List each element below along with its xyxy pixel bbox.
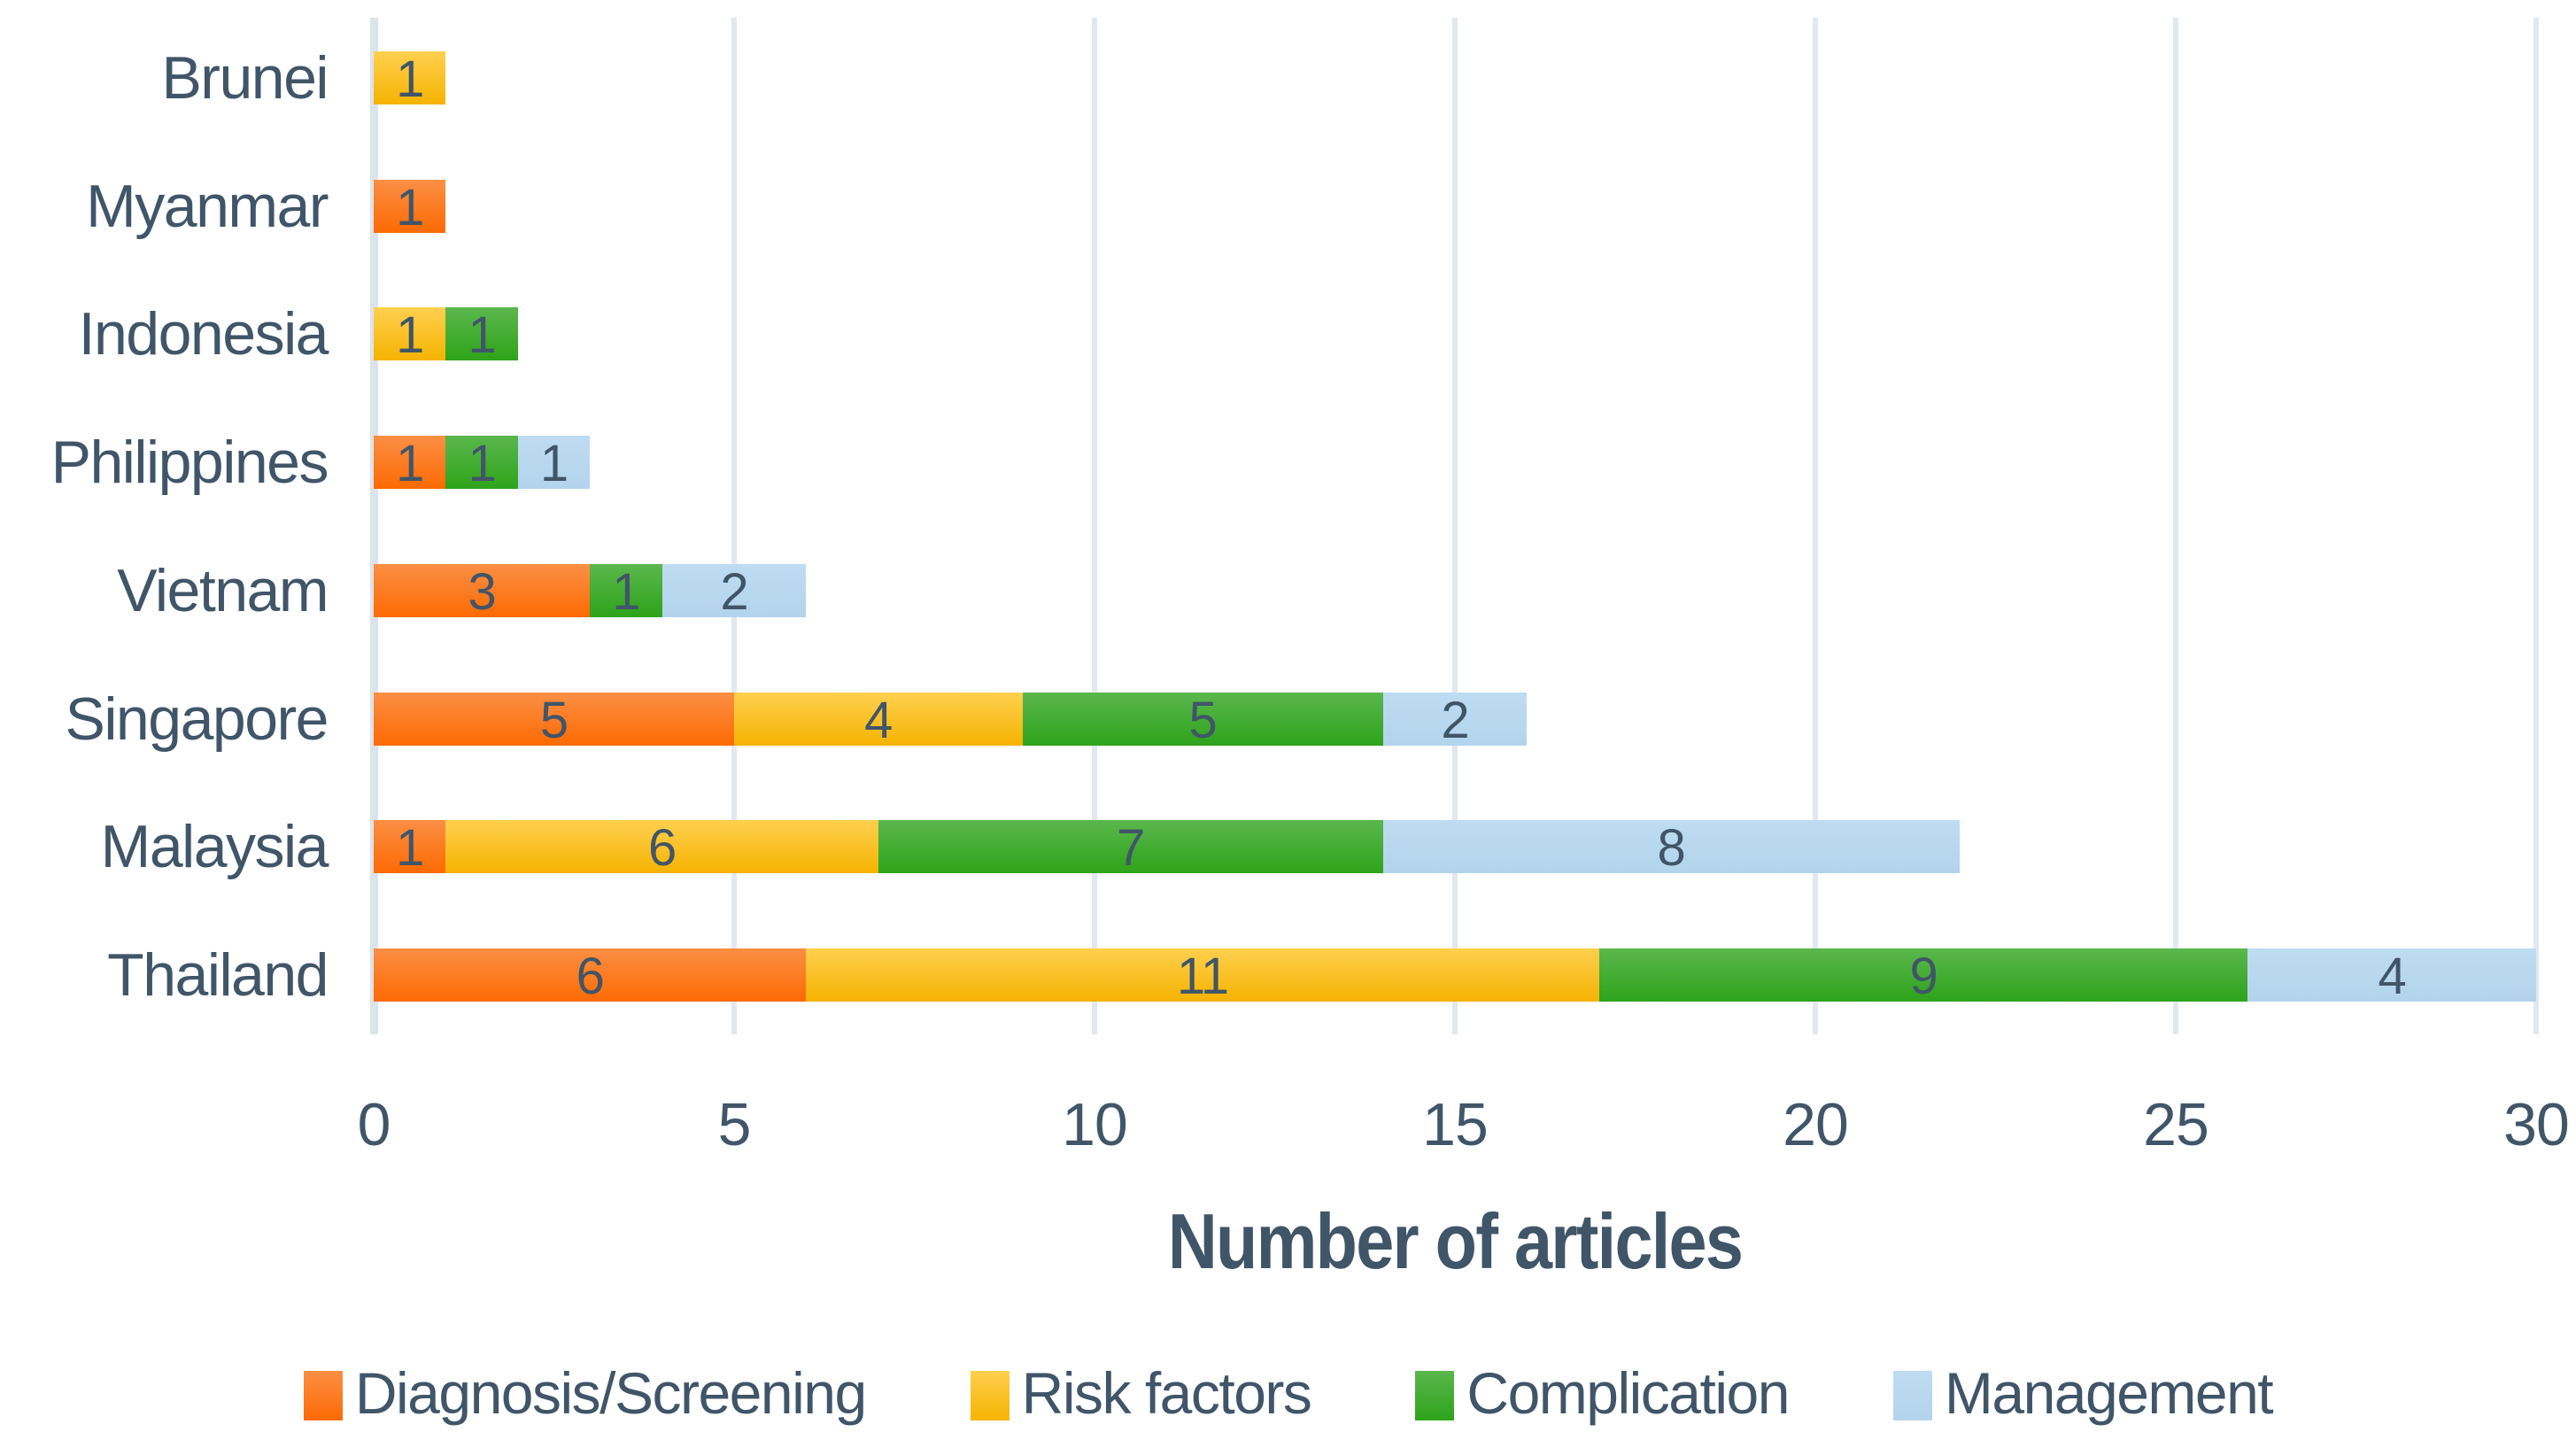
bar-segment: 6 xyxy=(374,947,807,1005)
data-label: 3 xyxy=(468,562,496,621)
bar-segment: 1 xyxy=(590,562,662,621)
data-label: 1 xyxy=(396,435,424,493)
data-label: 1 xyxy=(468,435,496,493)
x-tick-label: 10 xyxy=(1062,1091,1128,1158)
gridline xyxy=(1452,18,1458,1034)
data-label: 6 xyxy=(576,947,605,1005)
data-label: 1 xyxy=(396,50,424,108)
bar-row: 6 11 9 4 xyxy=(374,948,2536,1002)
bar-row: 5 4 5 2 xyxy=(374,691,1528,749)
x-tick-label: 30 xyxy=(2503,1091,2570,1158)
bar-segment: 3 xyxy=(374,562,591,621)
data-label: 1 xyxy=(468,306,496,365)
data-label: 2 xyxy=(720,562,748,621)
data-label: 6 xyxy=(647,819,677,878)
legend-label: Management xyxy=(1944,1360,2274,1426)
legend-item: Diagnosis/Screening xyxy=(303,1360,867,1428)
category-label: Thailand xyxy=(107,940,329,1009)
bar-segment: 1 xyxy=(374,178,446,236)
bar-row: 3 1 2 xyxy=(374,562,807,621)
data-label: 1 xyxy=(396,306,424,365)
legend-swatch xyxy=(970,1371,1010,1420)
data-label: 1 xyxy=(612,562,640,621)
x-axis-title: Number of articles xyxy=(1167,1197,1744,1285)
x-tick-label: 20 xyxy=(1783,1091,1849,1158)
category-label: Malaysia xyxy=(100,813,329,881)
data-label: 1 xyxy=(396,178,424,236)
gridline xyxy=(1813,18,1818,1034)
bar-segment: 4 xyxy=(2247,948,2536,1002)
bar-segment: 1 xyxy=(374,50,446,108)
gridline xyxy=(731,18,737,1034)
data-label: 4 xyxy=(2378,947,2407,1005)
data-label: 1 xyxy=(396,819,424,878)
bar-row: 1 xyxy=(374,178,446,236)
bar-segment: 4 xyxy=(734,691,1023,749)
category-label: Singapore xyxy=(65,685,329,753)
data-label: 8 xyxy=(1657,819,1686,878)
legend-item: Management xyxy=(1892,1360,2274,1428)
data-label: 5 xyxy=(1188,691,1217,749)
gridline xyxy=(1092,18,1097,1034)
bar-segment: 11 xyxy=(806,947,1599,1005)
data-label: 1 xyxy=(539,435,569,493)
legend-label: Risk factors xyxy=(1021,1360,1312,1426)
x-tick-label: 25 xyxy=(2143,1091,2209,1158)
bar-segment: 5 xyxy=(1022,691,1383,749)
data-label: 7 xyxy=(1117,819,1145,878)
data-label: 4 xyxy=(864,691,893,749)
chart-legend: Diagnosis/Screening Risk factors Complicat… xyxy=(0,1364,2576,1428)
bar-segment: 2 xyxy=(1382,691,1528,749)
category-label: Indonesia xyxy=(78,300,329,368)
plot-area xyxy=(369,18,2539,1034)
data-label: 11 xyxy=(1176,947,1229,1005)
y-axis-line xyxy=(369,18,378,1034)
category-label: Philippines xyxy=(50,429,329,497)
data-label: 5 xyxy=(539,691,569,749)
bar-segment: 1 xyxy=(445,306,518,365)
data-label: 2 xyxy=(1441,691,1469,749)
category-label: Myanmar xyxy=(86,172,329,240)
data-label: 9 xyxy=(1909,947,1938,1005)
gridline xyxy=(2533,18,2539,1034)
legend-label: Diagnosis/Screening xyxy=(354,1360,867,1426)
legend-label: Complication xyxy=(1466,1360,1790,1426)
bar-segment: 8 xyxy=(1382,819,1960,878)
bar-segment: 1 xyxy=(374,306,446,365)
bar-segment: 5 xyxy=(374,691,734,749)
bar-segment: 1 xyxy=(517,435,591,493)
category-label: Brunei xyxy=(161,44,329,112)
legend-item: Risk factors xyxy=(970,1360,1312,1428)
legend-item: Complication xyxy=(1415,1360,1790,1428)
gridline xyxy=(2173,18,2178,1034)
legend-swatch xyxy=(303,1371,343,1420)
x-tick-label: 5 xyxy=(717,1091,752,1158)
bar-segment: 2 xyxy=(661,562,807,621)
bar-row: 1 xyxy=(374,50,446,108)
bar-segment: 7 xyxy=(878,819,1383,878)
legend-swatch xyxy=(1892,1371,1932,1420)
bar-segment: 1 xyxy=(445,435,518,493)
x-tick-label: 15 xyxy=(1422,1091,1489,1158)
category-label: Vietnam xyxy=(117,556,329,624)
bar-segment: 1 xyxy=(374,435,446,493)
bar-segment: 6 xyxy=(445,819,878,878)
bar-segment: 9 xyxy=(1598,947,2248,1005)
legend-swatch xyxy=(1415,1371,1455,1420)
x-tick-label: 0 xyxy=(357,1091,391,1158)
bar-segment: 1 xyxy=(374,819,446,878)
